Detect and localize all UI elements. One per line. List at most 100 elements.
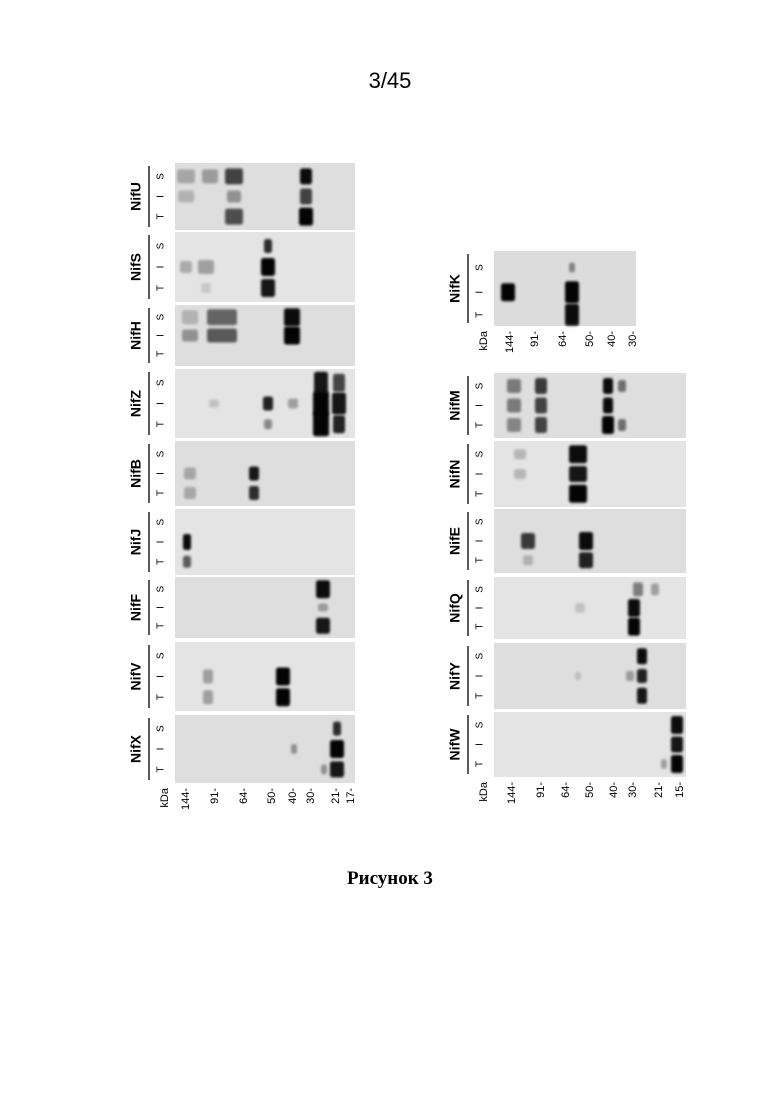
lane-label: S: [156, 519, 167, 526]
nifk-marker-label: 50-: [584, 331, 596, 347]
panel-label-nife: NifE: [447, 527, 463, 555]
left-marker-label: 50-: [266, 788, 278, 804]
lane-label: S: [156, 173, 167, 180]
lane-label: T: [475, 557, 486, 563]
lane-label: S: [156, 725, 167, 732]
lane-label: S: [475, 721, 486, 728]
panel-label-nifw: NifW: [447, 728, 463, 761]
lane-label: I: [156, 675, 167, 678]
right-marker-label: 144-: [506, 782, 518, 804]
lane-label: T: [156, 559, 167, 565]
panel-label-nifq: NifQ: [447, 593, 463, 623]
lane-label: T: [156, 694, 167, 700]
lane-label: I: [156, 334, 167, 337]
lane-label: I: [475, 473, 486, 476]
blot-panel-nifh: S I T NifH: [128, 305, 355, 366]
blot-panel-nifm: S I T NifM: [447, 373, 686, 438]
nifk-marker-label: 30-: [627, 331, 639, 347]
lane-label: T: [156, 766, 167, 772]
lane-label: I: [156, 266, 167, 269]
panel-label-nifm: NifM: [447, 390, 463, 420]
left-marker-label: 40-: [287, 788, 299, 804]
panel-label-nifk: NifK: [447, 274, 463, 303]
lane-label: I: [475, 675, 486, 678]
nifk-marker-label: 64-: [557, 331, 569, 347]
lane-label: T: [475, 422, 486, 428]
right-marker-label: 50-: [584, 782, 596, 798]
lane-label: T: [475, 624, 486, 630]
right-marker-label: 64-: [560, 782, 572, 798]
right-marker-label: 21-: [653, 782, 665, 798]
lane-label: S: [475, 264, 486, 271]
lane-label: I: [475, 743, 486, 746]
left-marker-label: 91-: [209, 788, 221, 804]
lane-label: S: [475, 518, 486, 525]
lane-label: I: [475, 607, 486, 610]
right-marker-label: 30-: [627, 782, 639, 798]
panel-label-nifh: NifH: [128, 321, 144, 350]
lane-label: S: [156, 379, 167, 386]
lane-label: S: [156, 242, 167, 249]
lane-label: I: [156, 748, 167, 751]
lane-label: S: [475, 382, 486, 389]
lane-label: T: [156, 623, 167, 629]
blot-panel-nifj: S I T NifJ: [128, 509, 355, 575]
lane-label: S: [475, 451, 486, 458]
lane-label: T: [475, 312, 486, 318]
lane-label: I: [475, 291, 486, 294]
blot-panel-nify: SITNifY: [447, 643, 686, 709]
left-marker-label: 144-: [180, 788, 192, 810]
blot-panel-nife: S I T NifE: [447, 509, 686, 573]
blot-panel-nifq: SITNifQ: [447, 577, 686, 639]
lane-label: T: [156, 490, 167, 496]
lane-label: T: [475, 693, 486, 699]
lane-label: S: [156, 314, 167, 321]
lane-label: T: [156, 214, 167, 220]
lane-label: T: [475, 761, 486, 767]
nifk-marker-label: 40-: [606, 331, 618, 347]
lane-label: S: [156, 586, 167, 593]
nifk-marker-label: 144-: [504, 331, 516, 353]
right-marker-label: 40-: [608, 782, 620, 798]
panel-label-nifv: NifV: [128, 662, 144, 691]
blot-panel-nifv: SITNifV: [128, 642, 355, 711]
lane-label: I: [475, 404, 486, 407]
lane-label: S: [475, 653, 486, 660]
lane-label: T: [475, 491, 486, 497]
lane-label: T: [156, 421, 167, 427]
right-kda-label: kDa: [478, 781, 490, 801]
lane-label: I: [475, 540, 486, 543]
lane-label: I: [156, 606, 167, 609]
nifk-marker-label: 91-: [529, 331, 541, 347]
figure-caption: Рисунок 3: [0, 868, 780, 890]
lane-label: T: [156, 285, 167, 291]
left-marker-label: 64-: [238, 788, 250, 804]
left-kda-label: kDa: [159, 787, 171, 807]
lane-label: I: [156, 402, 167, 405]
lane-label: I: [156, 541, 167, 544]
lane-label: T: [156, 351, 167, 357]
lane-label: I: [156, 195, 167, 198]
lane-label: I: [156, 472, 167, 475]
blot-panel-nifw: S I T NifW: [447, 712, 686, 777]
panel-label-niff: NifF: [128, 593, 144, 621]
right-marker-label: 15-: [674, 782, 686, 798]
panel-label-nifb: NifB: [128, 459, 144, 488]
blot-panel-nifk: S I T NifK: [447, 251, 636, 326]
nifk-kda-label: kDa: [478, 330, 490, 350]
panel-label-nifn: NifN: [447, 460, 463, 489]
panel-label-nifx: NifX: [128, 734, 144, 763]
right-marker-label: 91-: [535, 782, 547, 798]
panel-label-nifz: NifZ: [128, 389, 144, 417]
blot-panel-nifb: S I T NifB: [128, 441, 355, 506]
panel-label-nifu: NifU: [128, 182, 144, 211]
blot-panel-nifn: S I T NifN: [447, 441, 686, 507]
left-marker-label: 30-: [305, 788, 317, 804]
blot-panel-nifx: S I T NifX: [128, 715, 355, 783]
blot-panel-nifs: SITNifS: [128, 232, 355, 302]
left-marker-label: 21-: [330, 788, 342, 804]
lane-label: S: [156, 450, 167, 457]
left-marker-label: 17-: [345, 788, 357, 804]
panel-label-nifj: NifJ: [128, 529, 144, 555]
